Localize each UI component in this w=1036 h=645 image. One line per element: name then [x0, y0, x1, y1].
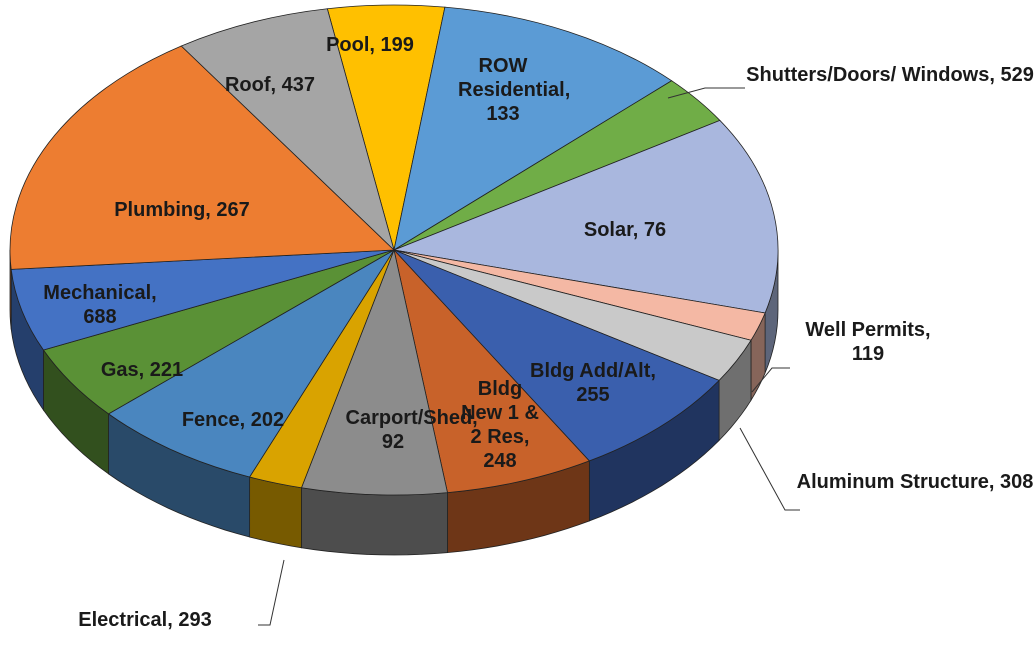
data-label: ROW Residential, 133 — [458, 55, 571, 125]
data-label: Solar, 76 — [583, 219, 667, 241]
data-label: Aluminum Structure, 308 — [796, 471, 1034, 493]
data-label: Gas, 221 — [100, 359, 184, 381]
slice-side — [249, 476, 302, 549]
data-label: Bldg New 1 & 2 Res, 248 — [461, 378, 539, 472]
data-label: Well Permits, 119 — [805, 319, 931, 365]
data-label: Roof, 437 — [224, 74, 316, 96]
leader-line — [751, 367, 790, 393]
slice — [107, 249, 395, 478]
slice — [392, 119, 779, 314]
data-label: Bldg Add/Alt, 255 — [530, 360, 656, 406]
slice — [10, 249, 395, 351]
slice — [300, 248, 448, 496]
slice — [9, 45, 395, 270]
slice — [180, 8, 395, 252]
slice-side — [301, 487, 448, 556]
slice — [393, 249, 720, 462]
leader-line — [667, 87, 745, 99]
slice — [393, 248, 591, 494]
data-label: Pool, 199 — [326, 34, 414, 56]
data-label: Carport/Shed, 92 — [345, 407, 478, 453]
data-label: Electrical, 293 — [78, 609, 212, 631]
data-label: Mechanical, 688 — [43, 282, 157, 328]
data-label: Plumbing, 267 — [114, 199, 250, 221]
data-label: Fence, 202 — [181, 409, 285, 431]
leader-line — [739, 427, 800, 511]
data-label: Shutters/Doors/ Windows, 529 — [746, 64, 1034, 86]
leader-line — [258, 559, 285, 626]
slice — [393, 6, 673, 251]
